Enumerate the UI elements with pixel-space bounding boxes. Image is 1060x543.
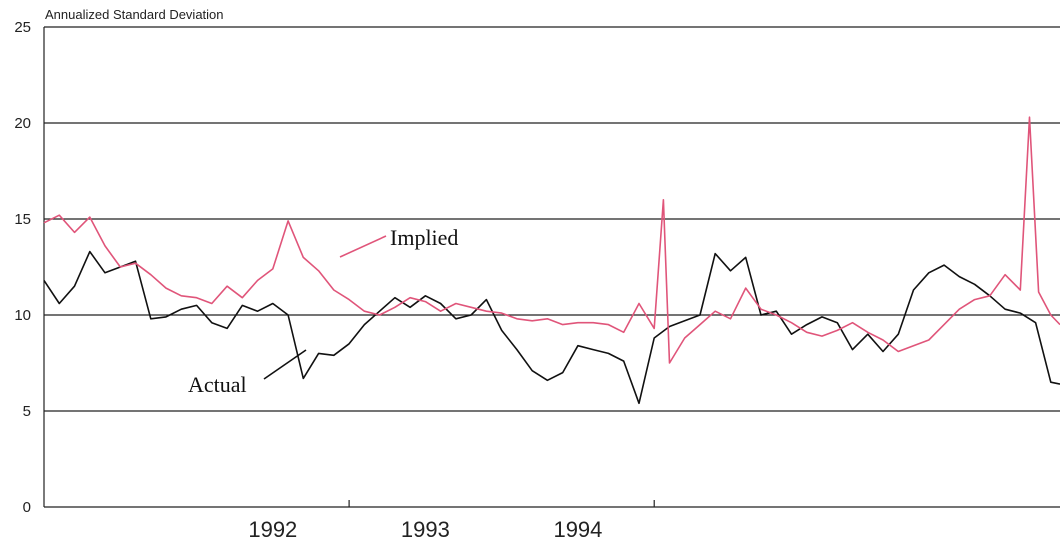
- y-tick-label-25: 25: [14, 19, 31, 36]
- annotation-implied-leader: [339, 235, 387, 258]
- y-tick-label-5: 5: [23, 403, 31, 420]
- y-tick-label-15: 15: [14, 211, 31, 228]
- x-axis-ticks: 1992 1993 1994: [248, 500, 655, 542]
- y-tick-label-20: 20: [14, 115, 31, 132]
- annotation-implied: Implied: [390, 225, 458, 250]
- series-line-implied: [43, 116, 1060, 364]
- annotation-actual: Actual: [188, 372, 247, 397]
- x-tick-label-1993: 1993: [401, 517, 450, 542]
- x-tick-label-1994: 1994: [553, 517, 602, 542]
- y-tick-label-0: 0: [23, 499, 31, 516]
- series-annotations: Implied Actual: [188, 225, 458, 397]
- x-tick-label-1992: 1992: [248, 517, 297, 542]
- grid-lines: [43, 26, 1060, 508]
- y-tick-label-10: 10: [14, 307, 31, 324]
- annotation-actual-leader: [263, 349, 307, 380]
- series-lines: [43, 116, 1060, 405]
- y-axis-ticks: 0 5 10 15 20 25: [14, 19, 31, 516]
- series-line-actual: [43, 250, 1060, 405]
- y-axis-label: Annualized Standard Deviation: [45, 7, 224, 22]
